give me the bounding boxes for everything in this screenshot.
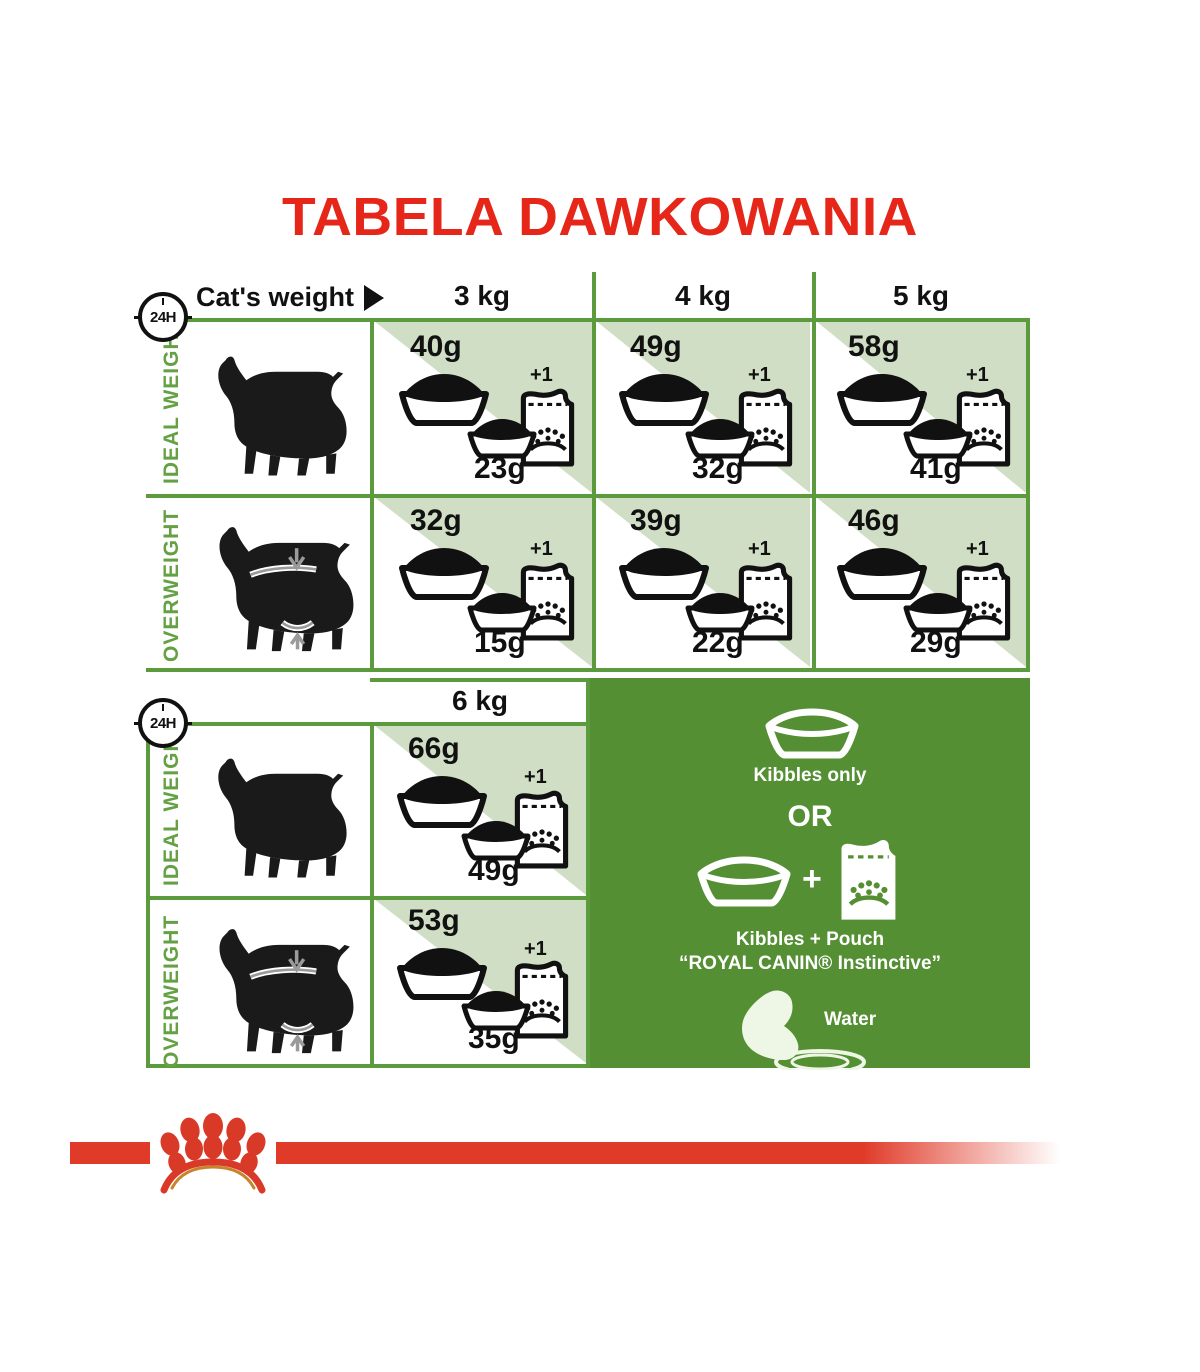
kibbles-only-amount: 58g bbox=[848, 330, 900, 363]
dose-cell-overweight-5kg: 46g +1 29g bbox=[816, 498, 1026, 668]
kibbles-plus-pouch-amount: 15g bbox=[474, 626, 526, 659]
row-label-ideal-weight: IDEAL WEIGHT bbox=[160, 319, 183, 484]
legend-mixed-label-line2: “ROYAL CANIN® Instinctive” bbox=[678, 953, 942, 974]
grid-line-v bbox=[812, 272, 816, 672]
cat-overweight-illustration bbox=[219, 929, 354, 1054]
24h-clock-icon: 24H bbox=[134, 698, 192, 748]
dose-cell-ideal-5kg: 58g +1 41g bbox=[816, 322, 1026, 494]
royal-canin-crown-logo bbox=[160, 1113, 266, 1194]
kibbles-only-amount: 66g bbox=[408, 732, 460, 765]
legend-pouch-icon bbox=[838, 836, 900, 924]
grid-line-v bbox=[592, 272, 596, 672]
row-label-overweight: OVERWEIGHT bbox=[160, 914, 183, 1068]
arrow-right-icon bbox=[363, 284, 384, 311]
grid-line-v bbox=[586, 678, 590, 1068]
grid-line-v bbox=[1026, 318, 1030, 672]
kibbles-only-amount: 46g bbox=[848, 504, 900, 537]
pouch-count-label: +1 bbox=[748, 364, 771, 386]
cat-ideal-weight-illustration bbox=[218, 758, 347, 878]
grid-line-v bbox=[370, 318, 374, 672]
cat-ideal-weight-illustration bbox=[218, 356, 347, 476]
cats-weight-header: Cat's weight bbox=[196, 282, 384, 313]
pouch-count-label: +1 bbox=[966, 538, 989, 560]
legend-panel: Kibbles only OR + Kibbles + Pouch “ROYAL… bbox=[590, 678, 1030, 1070]
kibbles-only-amount: 40g bbox=[410, 330, 462, 363]
24h-clock-label: 24H bbox=[149, 714, 177, 732]
grid-line-v bbox=[370, 722, 374, 1068]
weight-header-5kg: 5 kg bbox=[892, 280, 950, 311]
kibbles-only-amount: 49g bbox=[630, 330, 682, 363]
grid-line-v bbox=[146, 722, 150, 1068]
legend-bowl-icon bbox=[760, 700, 864, 762]
pouch-count-label: +1 bbox=[524, 938, 547, 960]
weight-header-3kg: 3 kg bbox=[453, 280, 511, 311]
water-droplet-icon bbox=[742, 990, 866, 1070]
grid-line-h bbox=[146, 722, 590, 726]
grid-line-h bbox=[146, 494, 1030, 498]
kibbles-plus-pouch-amount: 32g bbox=[692, 452, 744, 485]
pouch-count-label: +1 bbox=[530, 538, 553, 560]
kibbles-plus-pouch-amount: 23g bbox=[474, 452, 526, 485]
pouch-count-label: +1 bbox=[966, 364, 989, 386]
kibbles-plus-pouch-amount: 22g bbox=[692, 626, 744, 659]
dose-cell-overweight-4kg: 39g +1 22g bbox=[596, 498, 810, 668]
legend-water-label: Water bbox=[824, 1009, 877, 1030]
cat-overweight-illustration bbox=[219, 527, 354, 652]
dose-cell-ideal-3kg: 40g +1 23g bbox=[374, 322, 592, 494]
kibbles-plus-pouch-amount: 35g bbox=[468, 1022, 520, 1055]
legend-or-label: OR bbox=[787, 800, 833, 833]
dose-cell-ideal-6kg: 66g +1 49g bbox=[374, 726, 586, 896]
kibbles-only-amount: 53g bbox=[408, 904, 460, 937]
dose-cell-overweight-6kg: 53g +1 35g bbox=[374, 900, 586, 1064]
legend-bowl-icon bbox=[692, 848, 796, 910]
row-label-overweight: OVERWEIGHT bbox=[160, 508, 183, 662]
24h-clock-icon: 24H bbox=[134, 292, 192, 342]
grid-line-h bbox=[146, 896, 590, 900]
pouch-count-label: +1 bbox=[748, 538, 771, 560]
page-title: TABELA DAWKOWANIA bbox=[282, 187, 918, 247]
grid-line-h bbox=[370, 678, 590, 682]
kibbles-plus-pouch-amount: 41g bbox=[910, 452, 962, 485]
24h-clock-label: 24H bbox=[149, 308, 177, 326]
kibbles-only-amount: 39g bbox=[630, 504, 682, 537]
kibbles-only-amount: 32g bbox=[410, 504, 462, 537]
cats-weight-label: Cat's weight bbox=[196, 282, 354, 312]
kibbles-plus-pouch-amount: 49g bbox=[468, 854, 520, 887]
weight-header-4kg: 4 kg bbox=[674, 280, 732, 311]
legend-mixed-label-line1: Kibbles + Pouch bbox=[735, 929, 885, 950]
pouch-count-label: +1 bbox=[524, 766, 547, 788]
dose-cell-ideal-4kg: 49g +1 32g bbox=[596, 322, 810, 494]
grid-line-h bbox=[146, 668, 1030, 672]
legend-kibbles-only-label: Kibbles only bbox=[753, 765, 867, 786]
grid-line-h bbox=[146, 1064, 590, 1068]
grid-line-h bbox=[146, 318, 1030, 322]
weight-header-6kg: 6 kg bbox=[451, 685, 509, 716]
legend-plus-sign: + bbox=[802, 860, 822, 898]
row-label-ideal-weight: IDEAL WEIGHT bbox=[160, 721, 183, 886]
brand-red-bar bbox=[70, 1142, 1060, 1164]
pouch-count-label: +1 bbox=[530, 364, 553, 386]
dose-cell-overweight-3kg: 32g +1 15g bbox=[374, 498, 592, 668]
kibbles-plus-pouch-amount: 29g bbox=[910, 626, 962, 659]
